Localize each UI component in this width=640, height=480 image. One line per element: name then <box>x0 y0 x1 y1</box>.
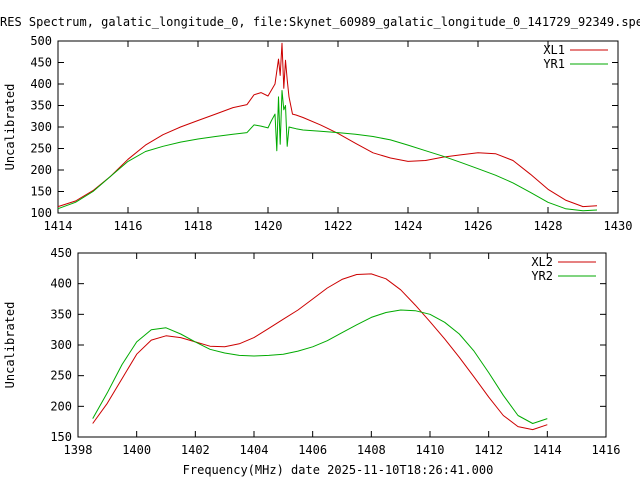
x-tick-label: 1428 <box>534 219 563 233</box>
legend-label-xl2: XL2 <box>531 255 553 269</box>
x-tick-label: 1416 <box>592 443 621 457</box>
y-tick-label: 200 <box>30 163 52 177</box>
x-tick-label: 1410 <box>416 443 445 457</box>
x-tick-label: 1430 <box>604 219 633 233</box>
y-tick-label: 200 <box>50 399 72 413</box>
x-tick-label: 1406 <box>298 443 327 457</box>
x-tick-label: 1398 <box>64 443 93 457</box>
y-tick-label: 500 <box>30 34 52 48</box>
x-tick-label: 1414 <box>533 443 562 457</box>
x-tick-label: 1426 <box>464 219 493 233</box>
x-tick-label: 1418 <box>184 219 213 233</box>
x-tick-label: 1424 <box>394 219 423 233</box>
y-tick-label: 250 <box>30 142 52 156</box>
y-tick-label: 400 <box>30 77 52 91</box>
x-tick-label: 1420 <box>254 219 283 233</box>
y-tick-label: 250 <box>50 369 72 383</box>
y-tick-label: 450 <box>50 246 72 260</box>
top-y-axis-label: Uncalibrated <box>3 84 17 171</box>
x-tick-label: 1414 <box>44 219 73 233</box>
legend-label-yr2: YR2 <box>531 269 553 283</box>
bottom-series-group <box>92 273 548 431</box>
series-line-xl1 <box>57 42 598 208</box>
bottom-x-axis-label: Frequency(MHz) date 2025-11-10T18:26:41.… <box>183 463 494 477</box>
y-tick-label: 100 <box>30 206 52 220</box>
legend-label-xl1: XL1 <box>543 43 565 57</box>
y-tick-label: 350 <box>50 307 72 321</box>
x-tick-label: 1408 <box>357 443 386 457</box>
bottom-plot-panel: Uncalibrated Frequency(MHz) date 2025-11… <box>3 246 620 477</box>
bottom-plot-frame <box>77 252 607 438</box>
x-tick-label: 1422 <box>324 219 353 233</box>
y-tick-label: 350 <box>30 99 52 113</box>
y-tick-label: 150 <box>30 185 52 199</box>
x-tick-label: 1412 <box>474 443 503 457</box>
y-tick-label: 300 <box>50 338 72 352</box>
x-tick-label: 1402 <box>181 443 210 457</box>
top-plot-panel: Uncalibrated 1414 1416 1418 1420 1422 1424 142… <box>3 34 632 233</box>
y-tick-label: 450 <box>30 56 52 70</box>
bottom-y-axis-label: Uncalibrated <box>3 302 17 389</box>
y-tick-label: 400 <box>50 277 72 291</box>
x-tick-label: 1416 <box>114 219 143 233</box>
x-tick-label: 1404 <box>240 443 269 457</box>
series-line-yr1 <box>57 90 598 212</box>
top-plot-frame <box>57 40 619 214</box>
series-line-yr2 <box>92 309 548 424</box>
chart-title: RES Spectrum, galatic_longitude_0, file:… <box>0 15 640 29</box>
y-tick-label: 150 <box>50 430 72 444</box>
top-axis-ticks: 1414 1416 1418 1420 1422 1424 1426 1428 1430 100 1… <box>30 34 632 233</box>
top-series-group <box>57 42 598 212</box>
series-line-xl2 <box>92 273 548 431</box>
y-tick-label: 300 <box>30 120 52 134</box>
bottom-axis-ticks: 1398 1400 1402 1404 1406 1408 1410 1412 1414 1416… <box>50 246 620 457</box>
x-tick-label: 1400 <box>122 443 151 457</box>
legend-label-yr1: YR1 <box>543 57 565 71</box>
